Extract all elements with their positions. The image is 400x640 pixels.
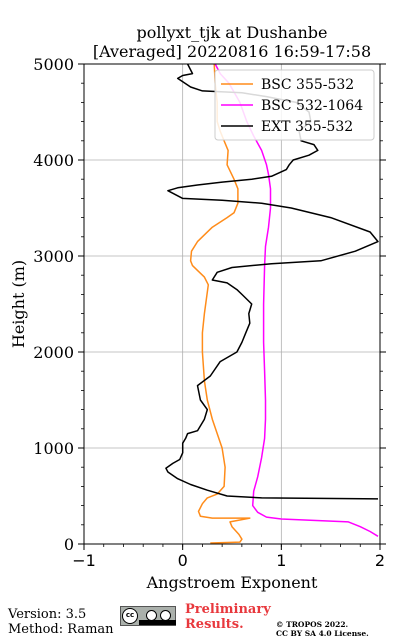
cc-license-badge: cc	[120, 606, 176, 626]
badge-strip	[139, 620, 176, 625]
copyright-line-2: CC BY SA 4.0 License.	[276, 629, 369, 638]
legend-label: BSC 355-532	[261, 77, 354, 93]
y-axis-label: Height (m)	[9, 260, 28, 348]
copyright-note: © TROPOS 2022. CC BY SA 4.0 License.	[276, 620, 369, 638]
y-tick-label: 0	[64, 535, 74, 554]
chart-subtitle: [Averaged] 20220816 16:59-17:58	[93, 42, 371, 61]
legend-label: BSC 532-1064	[261, 98, 363, 114]
method-label: Method: Raman	[8, 622, 114, 637]
y-axis-ticks: 0 1000 2000 3000 4000 5000 Height (m)	[9, 55, 386, 554]
y-tick-label: 2000	[33, 343, 74, 362]
cc-icon: cc	[122, 608, 138, 624]
preliminary-line-2: Results.	[185, 617, 244, 632]
x-tick-label: 2	[375, 551, 385, 570]
version-label: Version: 3.5	[8, 607, 87, 622]
plot-frame	[83, 63, 381, 545]
y-tick-label: 5000	[33, 55, 74, 74]
legend-label: EXT 355-532	[261, 119, 353, 135]
chart-title: pollyxt_tjk at Dushanbe	[136, 23, 327, 42]
copyright-line-1: © TROPOS 2022.	[276, 620, 349, 629]
preliminary-line-1: Preliminary	[185, 602, 271, 617]
chart-titles: pollyxt_tjk at Dushanbe[Averaged] 202208…	[93, 23, 371, 61]
y-tick-label: 1000	[33, 439, 74, 458]
x-tick-label: 0	[178, 551, 188, 570]
y-tick-label: 3000	[33, 247, 74, 266]
legend-box	[214, 69, 375, 141]
series-line	[189, 63, 251, 544]
x-axis-label: Angstroem Exponent	[146, 573, 318, 592]
preliminary-results-note: Preliminary Results.	[185, 602, 271, 632]
x-tick-label: −1	[72, 551, 96, 570]
y-tick-label: 4000	[33, 151, 74, 170]
x-axis-ticks: −1 0 1 2 Angstroem Exponent	[72, 544, 385, 592]
chart-legend: BSC 355-532 BSC 532-1064 EXT 355-532	[214, 69, 375, 141]
x-tick-label: 1	[276, 551, 286, 570]
